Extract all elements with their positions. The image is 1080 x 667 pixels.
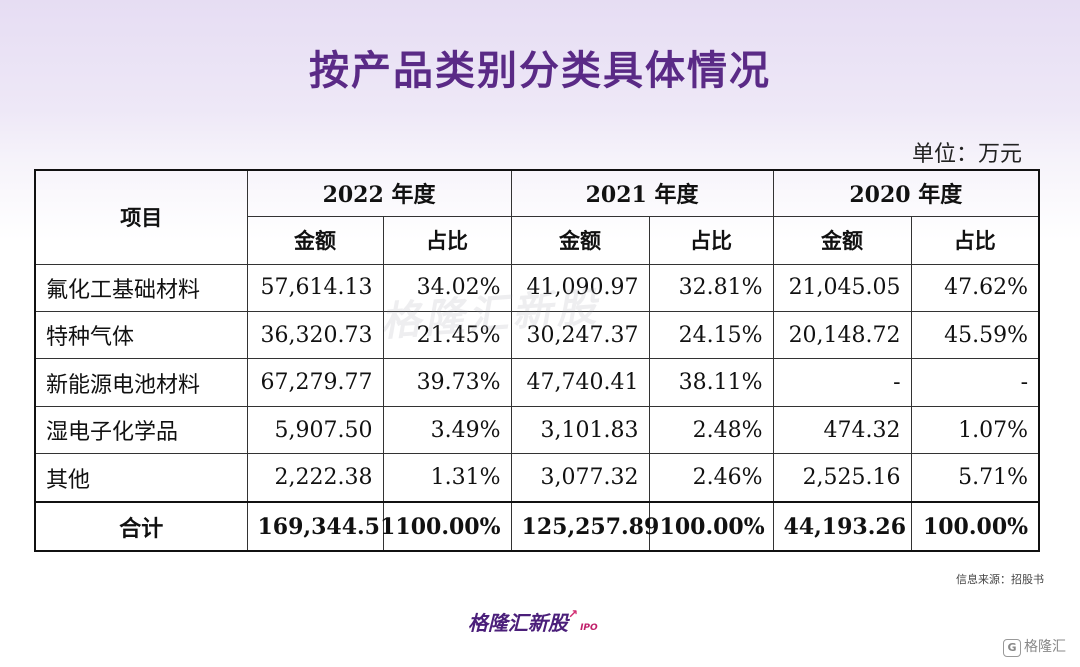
cell-value: 38.11% [648, 358, 774, 407]
total-row: 合计 169,344.51 100.00% 125,257.89 100.00%… [34, 501, 1040, 552]
cell-value: 5,907.50 [246, 405, 384, 455]
header-year-2021: 2021 年度 [510, 169, 774, 217]
page-title: 按产品类别分类具体情况 [309, 48, 771, 94]
cell-value: 3.49% [382, 405, 512, 455]
row-name: 湿电子化学品 [34, 405, 248, 455]
cell-value: 2,525.16 [772, 453, 912, 503]
table-row: 新能源电池材料 67,279.77 39.73% 47,740.41 38.11… [34, 358, 1040, 407]
total-value: 169,344.51 [246, 501, 395, 552]
cell-value: 41,090.97 [510, 263, 650, 312]
corner-watermark: G 格隆汇 [1003, 636, 1066, 657]
cell-value: - [910, 358, 1040, 407]
header-amount: 金额 [772, 215, 912, 265]
cell-value: 3,101.83 [510, 405, 650, 455]
table-row: 特种气体 36,320.73 21.45% 30,247.37 24.15% 2… [34, 310, 1040, 360]
arrow-up-icon: ↗ [568, 607, 579, 621]
cell-value: 57,614.13 [246, 263, 384, 312]
category-table: 项目 2022 年度 2021 年度 2020 年度 金额 占比 金额 占比 金… [34, 169, 1041, 552]
cell-value: 2.46% [648, 453, 774, 503]
total-value: 100.00% [648, 501, 774, 552]
total-value: 100.00% [382, 501, 512, 552]
cell-value: 34.02% [382, 263, 512, 312]
cell-value: 45.59% [910, 310, 1040, 360]
total-value: 125,257.89 [510, 501, 659, 552]
cell-value: 2,222.38 [246, 453, 384, 503]
header-year-2020: 2020 年度 [772, 169, 1040, 217]
header-year-2022: 2022 年度 [246, 169, 512, 217]
cell-value: 20,148.72 [772, 310, 912, 360]
cell-value: - [772, 358, 912, 407]
cell-value: 47.62% [910, 263, 1040, 312]
cell-value: 474.32 [772, 405, 912, 455]
cell-value: 1.31% [382, 453, 512, 503]
table-row: 氟化工基础材料 57,614.13 34.02% 41,090.97 32.81… [34, 263, 1040, 312]
cell-value: 1.07% [910, 405, 1040, 455]
unit-label: 单位：万元 [911, 142, 1022, 167]
row-name: 其他 [34, 453, 248, 503]
brand-name: 格隆汇新股 [468, 611, 568, 635]
cell-value: 24.15% [648, 310, 774, 360]
row-name: 氟化工基础材料 [34, 263, 248, 312]
cell-value: 30,247.37 [510, 310, 650, 360]
total-value: 44,193.26 [772, 501, 912, 552]
header-item: 项目 [34, 169, 248, 265]
header-share: 占比 [910, 215, 1040, 265]
brand-logo: 格隆汇新股↗IPO [468, 607, 598, 636]
g-logo-icon: G [1003, 639, 1021, 657]
cell-value: 5.71% [910, 453, 1040, 503]
source-note: 信息来源：招股书 [956, 573, 1044, 586]
row-name: 新能源电池材料 [34, 358, 248, 407]
header-share: 占比 [382, 215, 512, 265]
cell-value: 32.81% [648, 263, 774, 312]
cell-value: 36,320.73 [246, 310, 384, 360]
row-name: 特种气体 [34, 310, 248, 360]
cell-value: 2.48% [648, 405, 774, 455]
cell-value: 67,279.77 [246, 358, 384, 407]
cell-value: 39.73% [382, 358, 512, 407]
brand-suffix: IPO [580, 623, 598, 633]
header-amount: 金额 [510, 215, 650, 265]
cell-value: 47,740.41 [510, 358, 650, 407]
cell-value: 21,045.05 [772, 263, 912, 312]
total-label: 合计 [34, 501, 248, 552]
table-row: 其他 2,222.38 1.31% 3,077.32 2.46% 2,525.1… [34, 453, 1040, 503]
header-amount: 金额 [246, 215, 384, 265]
header-share: 占比 [648, 215, 774, 265]
cell-value: 3,077.32 [510, 453, 650, 503]
table-row: 湿电子化学品 5,907.50 3.49% 3,101.83 2.48% 474… [34, 405, 1040, 455]
corner-text: 格隆汇 [1024, 639, 1066, 655]
total-value: 100.00% [910, 501, 1040, 552]
cell-value: 21.45% [382, 310, 512, 360]
